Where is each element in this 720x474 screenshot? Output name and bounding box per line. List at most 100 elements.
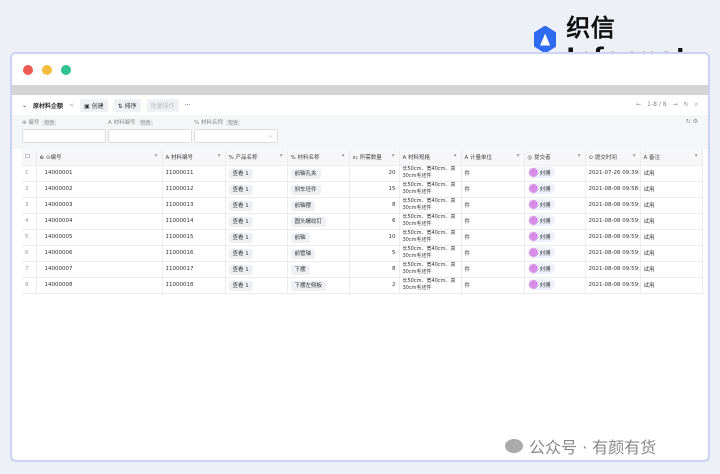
- cell-material-no[interactable]: 11000011: [162, 165, 226, 182]
- cell-spec[interactable]: 长50cm、宽40cm、高30cm毛坯件: [399, 277, 462, 294]
- chevron-down-icon[interactable]: ⌄: [22, 101, 28, 109]
- filter-material-name-select[interactable]: ⌄: [194, 129, 278, 143]
- col-submitter[interactable]: ◎ 提交者 ▾: [524, 149, 586, 166]
- batch-button[interactable]: 批量操作: [146, 98, 179, 112]
- product-link[interactable]: 查看 1: [228, 201, 253, 211]
- cell-product[interactable]: 查看 1: [225, 261, 288, 278]
- cell-unit[interactable]: 件: [461, 181, 525, 198]
- product-link[interactable]: 查看 1: [228, 185, 253, 195]
- cell-submitter[interactable]: 刘博: [524, 261, 586, 278]
- table-row[interactable]: 2 14000002 11000012 查看 1 刹车坯件 15 长50cm、宽…: [22, 181, 703, 198]
- cell-submitter[interactable]: 刘博: [524, 197, 586, 214]
- cell-product[interactable]: 查看 1: [225, 181, 288, 198]
- table-row[interactable]: 1 14000001 11000011 查看 1 前轴孔夹 20 长50cm、宽…: [22, 165, 703, 182]
- refresh-icon[interactable]: ↻: [683, 101, 689, 108]
- table-row[interactable]: 4 14000004 11000014 查看 1 圆头螺纹钉 6 长50cm、宽…: [22, 213, 703, 230]
- cell-unit[interactable]: 件: [461, 197, 525, 214]
- cell-material-no[interactable]: 11000012: [162, 181, 226, 198]
- cell-material-name[interactable]: 前轴孔夹: [287, 165, 350, 182]
- cell-note[interactable]: 试用: [640, 261, 703, 278]
- cell-unit[interactable]: 件: [461, 261, 525, 278]
- cell-unit[interactable]: 件: [461, 245, 525, 262]
- cell-product[interactable]: 查看 1: [225, 165, 288, 182]
- cell-material-no[interactable]: 11000013: [162, 197, 226, 214]
- cell-id[interactable]: 14000005: [36, 229, 163, 246]
- cell-time[interactable]: 2021-08-08 09:59:23: [585, 277, 641, 294]
- cell-id[interactable]: 14000007: [36, 261, 163, 278]
- maximize-dot[interactable]: [61, 64, 71, 75]
- cell-product[interactable]: 查看 1: [225, 213, 288, 230]
- cell-submitter[interactable]: 刘博: [524, 213, 586, 230]
- cell-material-no[interactable]: 11000018: [162, 277, 226, 294]
- product-link[interactable]: 查看 1: [228, 217, 253, 227]
- cell-material-name[interactable]: 下摆: [287, 261, 350, 278]
- cell-material-name[interactable]: 前轴: [287, 229, 350, 246]
- cell-submitter[interactable]: 刘博: [524, 165, 586, 182]
- table-row[interactable]: 3 14000003 11000013 查看 1 前轴摆 8 长50cm、宽40…: [22, 197, 703, 214]
- cell-note[interactable]: 试用: [640, 213, 703, 230]
- sort-button[interactable]: ⇅ 排序: [113, 98, 141, 112]
- cell-note[interactable]: 试用: [640, 165, 703, 182]
- cell-product[interactable]: 查看 1: [225, 197, 288, 214]
- cell-material-no[interactable]: 11000017: [162, 261, 226, 278]
- cell-spec[interactable]: 长50cm、宽40cm、高30cm毛坯件: [399, 261, 462, 278]
- cell-spec[interactable]: 长50cm、宽40cm、高30cm毛坯件: [399, 181, 462, 198]
- cell-qty[interactable]: 6: [349, 213, 400, 230]
- cell-material-name[interactable]: 前管轴: [287, 245, 350, 262]
- cell-id[interactable]: 14000003: [36, 197, 163, 214]
- col-material-name[interactable]: % 材料名称 ▾: [287, 149, 350, 166]
- cell-unit[interactable]: 件: [461, 277, 525, 294]
- create-button[interactable]: ▣ 创建: [80, 98, 108, 112]
- col-spec[interactable]: A 材料规格 ▾: [399, 149, 462, 166]
- cell-unit[interactable]: 件: [461, 229, 525, 246]
- product-link[interactable]: 查看 1: [228, 169, 253, 179]
- col-id[interactable]: ⊕ ⊙编号 ▾: [36, 149, 163, 166]
- filter-id-input[interactable]: [22, 129, 106, 143]
- cell-time[interactable]: 2021-08-08 09:59:01: [585, 197, 641, 214]
- cell-unit[interactable]: 件: [461, 213, 525, 230]
- prev-page-icon[interactable]: ←: [636, 101, 642, 108]
- cell-qty[interactable]: 8: [349, 197, 400, 214]
- cell-time[interactable]: 2021-08-08 09:59:05: [585, 213, 641, 230]
- cell-note[interactable]: 试用: [640, 277, 703, 294]
- cell-material-no[interactable]: 11000016: [162, 245, 226, 262]
- cell-note[interactable]: 试用: [640, 197, 703, 214]
- table-row[interactable]: 8 14000008 11000018 查看 1 下摆左侧板 2 长50cm、宽…: [22, 277, 703, 294]
- table-row[interactable]: 5 14000005 11000015 查看 1 前轴 10 长50cm、宽40…: [22, 229, 703, 246]
- refresh-icon[interactable]: ↻: [685, 118, 691, 125]
- search-icon[interactable]: ⌕: [694, 101, 698, 108]
- cell-spec[interactable]: 长50cm、宽40cm、高30cm毛坯件: [399, 213, 462, 230]
- col-note[interactable]: A 备注 ▾: [640, 149, 703, 166]
- cell-time[interactable]: 2021-08-08 09:59:20: [585, 261, 641, 278]
- cell-spec[interactable]: 长50cm、宽40cm、高30cm毛坯件: [399, 165, 462, 182]
- close-dot[interactable]: [23, 64, 33, 75]
- minimize-dot[interactable]: [42, 64, 52, 75]
- cell-submitter[interactable]: 刘博: [524, 245, 586, 262]
- cell-time[interactable]: 2021-08-08 09:59:08: [585, 229, 641, 246]
- product-link[interactable]: 查看 1: [228, 265, 253, 275]
- cell-material-name[interactable]: 前轴摆: [287, 197, 350, 214]
- cell-time[interactable]: 2021-08-08 09:59:11: [585, 245, 641, 262]
- cell-qty[interactable]: 10: [349, 229, 400, 246]
- col-qty[interactable]: x₁ 所需数量 ▾: [349, 149, 400, 166]
- product-link[interactable]: 查看 1: [228, 249, 253, 259]
- cell-unit[interactable]: 件: [461, 165, 525, 182]
- cell-qty[interactable]: 20: [349, 165, 400, 182]
- cell-note[interactable]: 试用: [640, 245, 703, 262]
- cell-submitter[interactable]: 刘博: [524, 277, 586, 294]
- cell-id[interactable]: 14000006: [36, 245, 163, 262]
- cell-id[interactable]: 14000008: [36, 277, 163, 294]
- filter-material-no-input[interactable]: [108, 129, 192, 143]
- col-material-no[interactable]: A 材料编号 ▾: [162, 149, 226, 166]
- cell-spec[interactable]: 长50cm、宽40cm、高30cm毛坯件: [399, 197, 462, 214]
- product-link[interactable]: 查看 1: [228, 281, 253, 291]
- cell-qty[interactable]: 8: [349, 261, 400, 278]
- select-all-checkbox[interactable]: ☐: [22, 149, 37, 166]
- table-row[interactable]: 7 14000007 11000017 查看 1 下摆 8 长50cm、宽40c…: [22, 261, 703, 278]
- col-product[interactable]: % 产品名称 ▾: [225, 149, 288, 166]
- cell-time[interactable]: 2021-08-08 09:58:58: [585, 181, 641, 198]
- product-link[interactable]: 查看 1: [228, 233, 253, 243]
- col-unit[interactable]: A 计量单位 ▾: [461, 149, 525, 166]
- cell-product[interactable]: 查看 1: [225, 229, 288, 246]
- cell-material-no[interactable]: 11000015: [162, 229, 226, 246]
